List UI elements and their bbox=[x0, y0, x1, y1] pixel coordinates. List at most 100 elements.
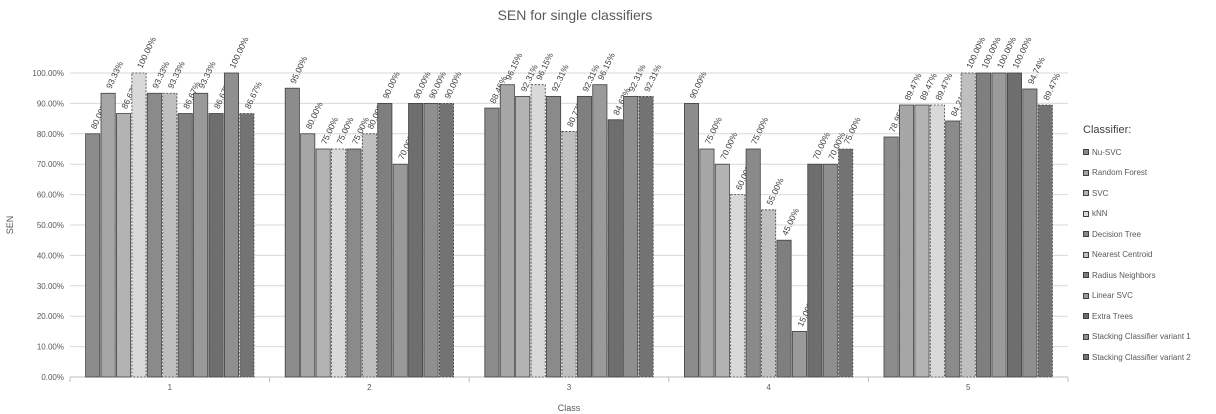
bar bbox=[791, 330, 807, 378]
data-label: 95.00% bbox=[288, 54, 309, 85]
legend-swatch bbox=[1083, 231, 1089, 238]
x-tick-label: 2 bbox=[367, 383, 372, 392]
y-tick-label: 100.00% bbox=[32, 69, 64, 78]
data-label: 55.00% bbox=[764, 176, 785, 207]
bar bbox=[776, 239, 792, 378]
legend-title: Classifier: bbox=[1083, 124, 1132, 136]
bar bbox=[822, 163, 838, 378]
bar bbox=[131, 72, 147, 378]
bar bbox=[1006, 72, 1022, 378]
bar bbox=[85, 133, 101, 378]
legend-swatch bbox=[1083, 149, 1089, 156]
legend-swatch bbox=[1083, 210, 1089, 217]
legend-item: SVC bbox=[1083, 183, 1213, 204]
bar bbox=[592, 84, 608, 378]
bar bbox=[960, 72, 976, 378]
y-tick-label: 30.00% bbox=[37, 282, 64, 291]
legend-label: Nu-SVC bbox=[1092, 147, 1122, 157]
data-label: 86.67% bbox=[243, 80, 264, 111]
legend-swatch bbox=[1083, 251, 1089, 258]
bar bbox=[331, 148, 347, 378]
legend-swatch bbox=[1083, 190, 1089, 197]
legend-item: Nu-SVC bbox=[1083, 142, 1213, 163]
legend-label: Linear SVC bbox=[1092, 291, 1133, 301]
legend-item: Extra Trees bbox=[1083, 306, 1213, 327]
bar bbox=[146, 92, 162, 378]
x-tick-label: 3 bbox=[567, 383, 572, 392]
data-label: 93.33% bbox=[196, 59, 217, 90]
x-tick-label: 5 bbox=[966, 383, 971, 392]
y-tick-label: 70.00% bbox=[37, 160, 64, 169]
legend-label: kNN bbox=[1092, 209, 1108, 219]
data-label: 90.00% bbox=[687, 69, 708, 100]
bar bbox=[484, 107, 500, 378]
chart-title: SEN for single classifiers bbox=[497, 7, 653, 23]
bar bbox=[208, 113, 224, 378]
bar bbox=[239, 113, 255, 378]
data-label: 70.00% bbox=[718, 130, 739, 161]
legend-label: SVC bbox=[1092, 188, 1109, 198]
bar bbox=[284, 87, 300, 378]
x-tick-label: 1 bbox=[168, 383, 173, 392]
bar bbox=[745, 148, 761, 378]
y-tick-label: 20.00% bbox=[37, 312, 64, 321]
bar bbox=[576, 95, 592, 378]
legend-item: Random Forest bbox=[1083, 163, 1213, 184]
bar bbox=[530, 84, 546, 378]
legend-item: Decision Tree bbox=[1083, 224, 1213, 245]
legend-label: Random Forest bbox=[1092, 168, 1148, 178]
bar bbox=[423, 103, 439, 378]
bar bbox=[807, 163, 823, 378]
data-label: 75.00% bbox=[749, 115, 770, 146]
legend-swatch bbox=[1083, 333, 1089, 340]
bar bbox=[438, 103, 454, 378]
legend-swatch bbox=[1083, 272, 1089, 279]
y-tick-label: 60.00% bbox=[37, 191, 64, 200]
legend-swatch bbox=[1083, 354, 1089, 361]
bar bbox=[761, 209, 777, 378]
y-tick-label: 10.00% bbox=[37, 343, 64, 352]
y-tick-label: 40.00% bbox=[37, 251, 64, 260]
bar bbox=[684, 103, 700, 378]
bar bbox=[223, 72, 239, 378]
bar bbox=[561, 131, 577, 378]
legend-item: kNN bbox=[1083, 204, 1213, 225]
bar bbox=[699, 148, 715, 378]
legend-item: Stacking Classifier variant 2 bbox=[1083, 347, 1213, 368]
bar bbox=[714, 163, 730, 378]
bar bbox=[914, 104, 930, 378]
bar bbox=[392, 163, 408, 378]
bar bbox=[162, 92, 178, 378]
y-tick-label: 0.00% bbox=[41, 373, 64, 382]
data-label: 45.00% bbox=[780, 206, 801, 237]
data-label: 93.33% bbox=[104, 59, 125, 90]
x-tick-label: 4 bbox=[766, 383, 771, 392]
bar bbox=[945, 120, 961, 378]
bar bbox=[623, 95, 639, 378]
data-label: 89.47% bbox=[1041, 71, 1062, 102]
bar bbox=[193, 92, 209, 378]
data-label: 90.00% bbox=[381, 69, 402, 100]
chart-plot: 0.00% 10.00% 20.00% 30.00% 40.00% 50.00% 60.00… bbox=[5, 35, 1069, 413]
bar bbox=[730, 194, 746, 378]
data-label: 100.00% bbox=[135, 35, 158, 70]
legend-label: Decision Tree bbox=[1092, 229, 1141, 239]
legend-item: Stacking Classifier variant 1 bbox=[1083, 327, 1213, 348]
y-axis-label: SEN bbox=[5, 216, 15, 235]
bar bbox=[177, 113, 193, 378]
bar bbox=[638, 95, 654, 378]
bar bbox=[976, 72, 992, 378]
bar bbox=[499, 84, 515, 378]
data-label: 80.00% bbox=[303, 100, 324, 131]
legend-swatch bbox=[1083, 313, 1089, 320]
legend-item: Radius Neighbors bbox=[1083, 265, 1213, 286]
bar bbox=[929, 104, 945, 378]
bar bbox=[883, 136, 899, 378]
bar bbox=[116, 113, 132, 378]
legend-swatch bbox=[1083, 169, 1089, 176]
bar bbox=[899, 104, 915, 378]
bar bbox=[991, 72, 1007, 378]
y-tick-label: 50.00% bbox=[37, 221, 64, 230]
bar bbox=[607, 119, 623, 378]
legend-swatch bbox=[1083, 292, 1089, 299]
